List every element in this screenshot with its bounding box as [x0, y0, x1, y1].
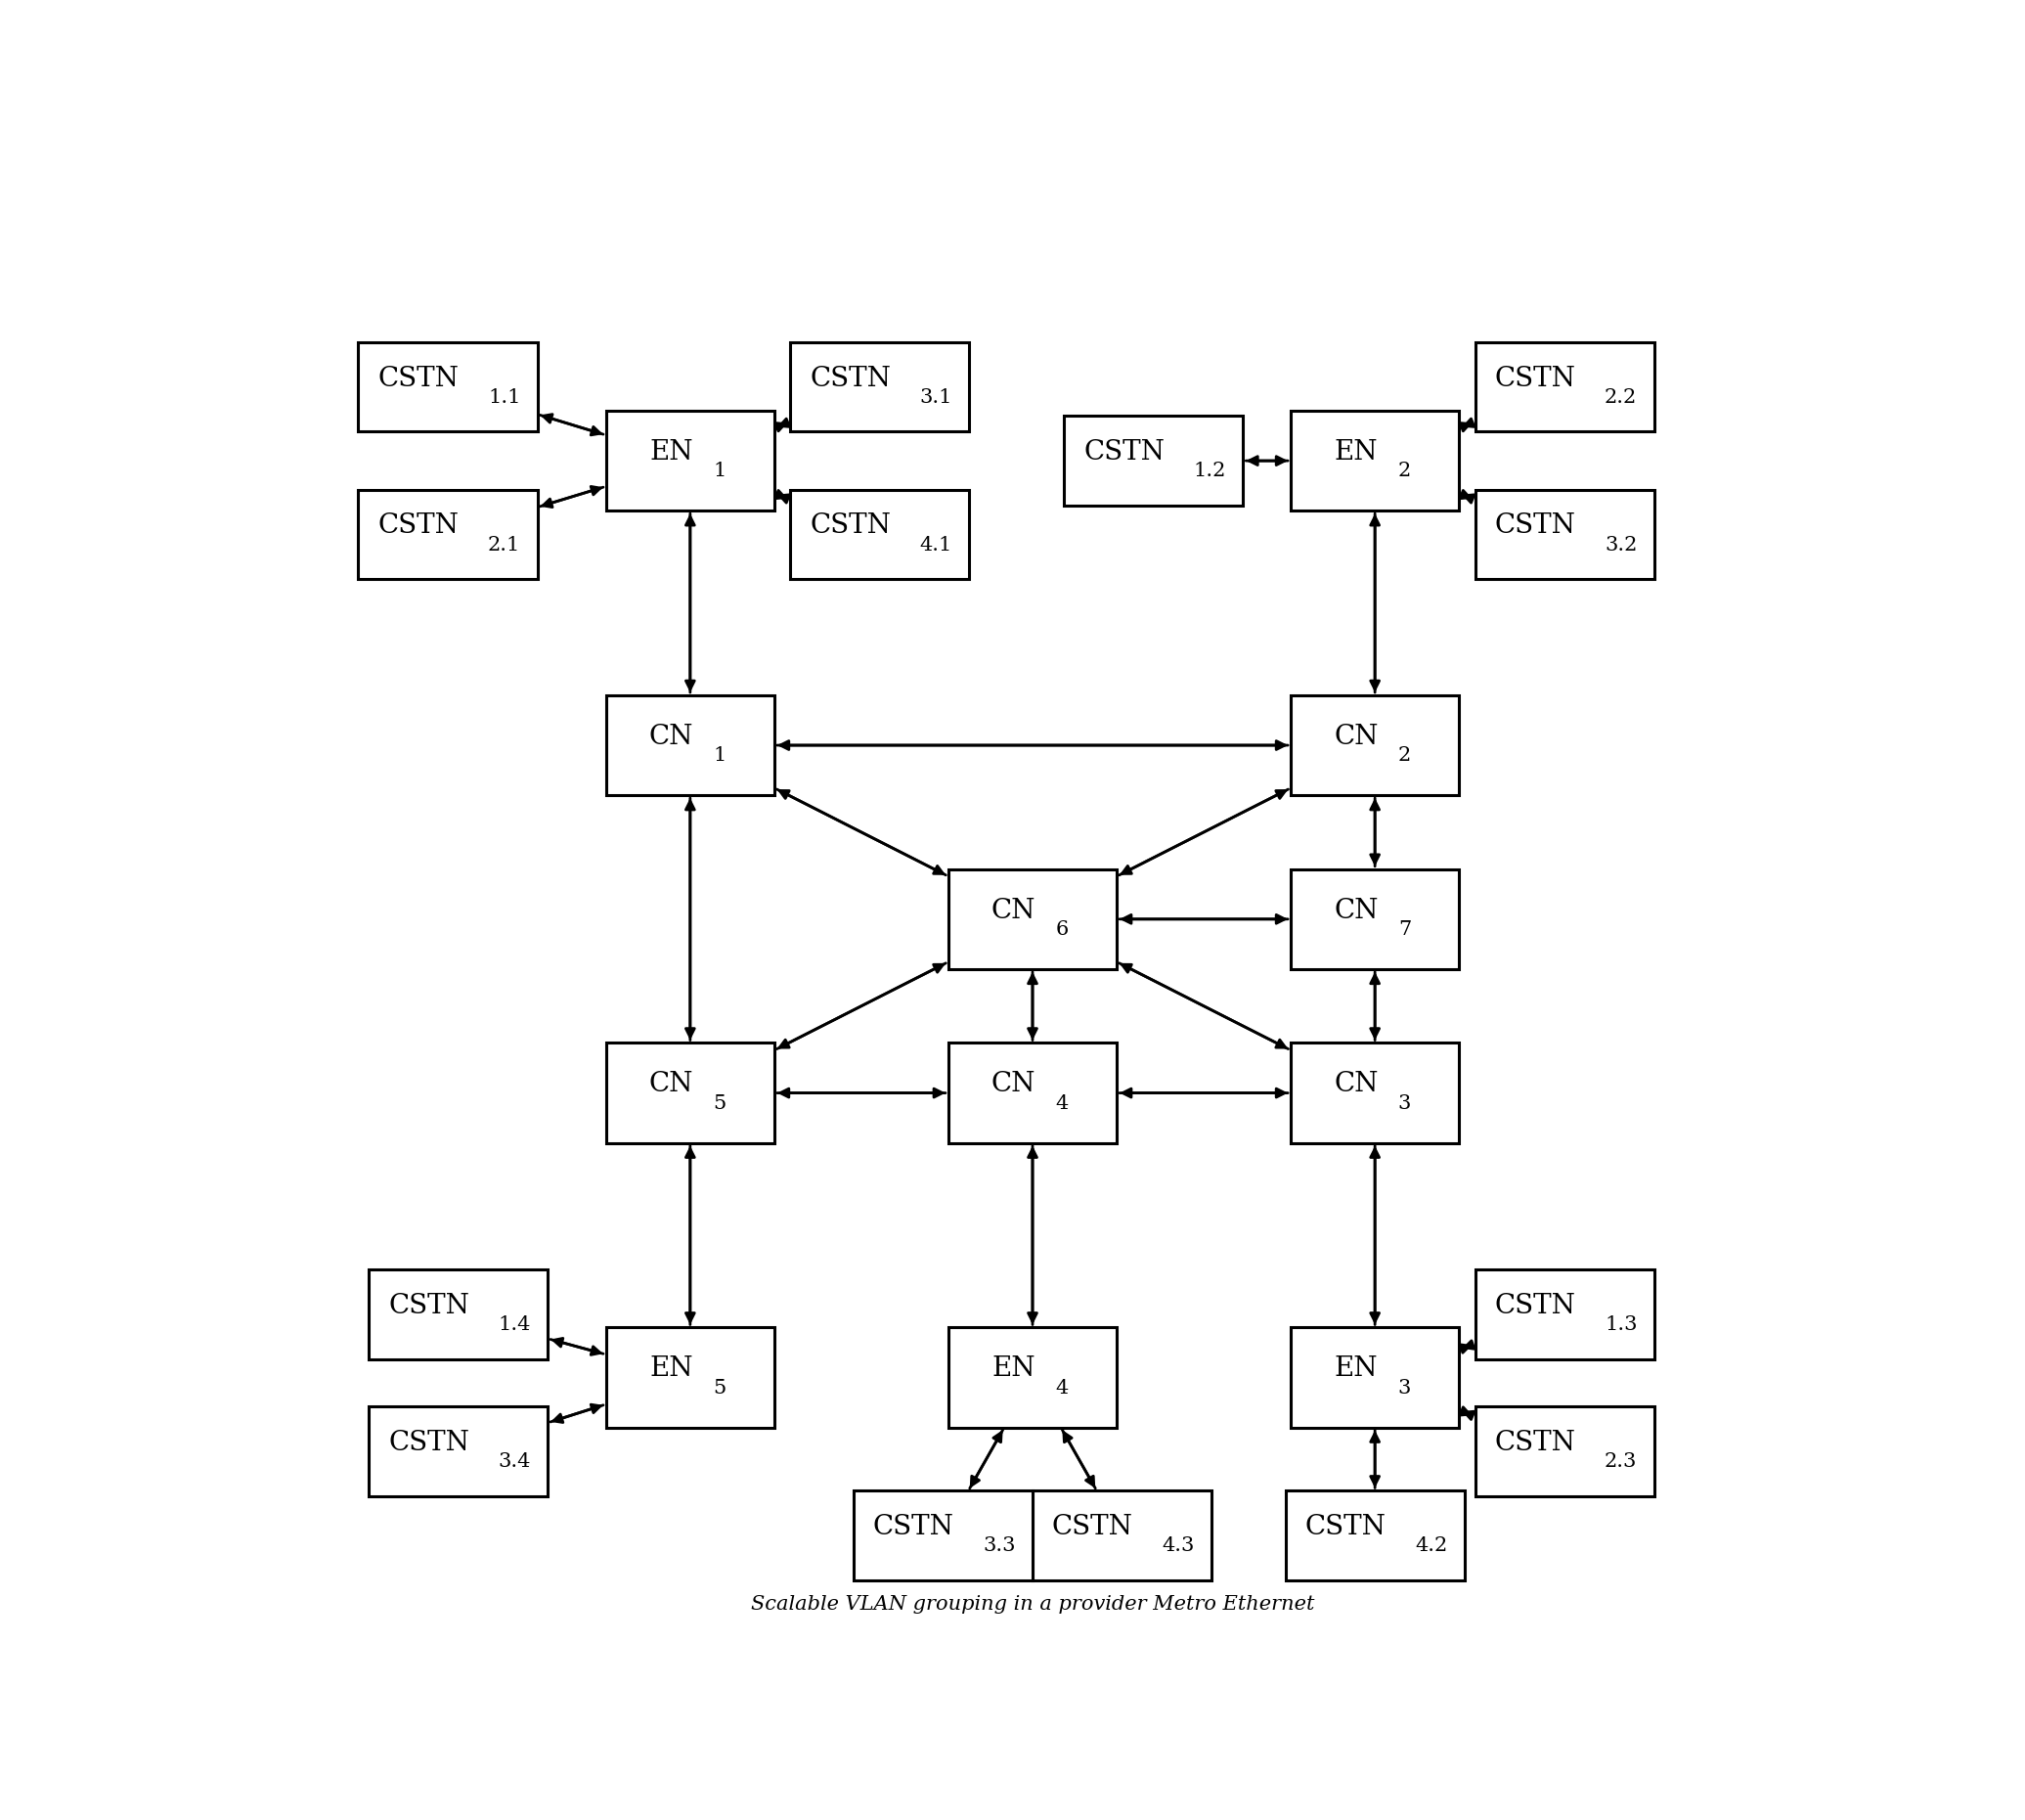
Text: 2: 2: [1397, 462, 1411, 480]
Text: 4.3: 4.3: [1162, 1536, 1195, 1556]
Bar: [358, 490, 537, 579]
Text: 2.2: 2.2: [1604, 388, 1636, 408]
Bar: [1290, 1043, 1460, 1143]
Bar: [1474, 490, 1654, 579]
Text: 3.1: 3.1: [919, 388, 952, 408]
Text: 6: 6: [1055, 921, 1069, 939]
Bar: [1286, 1491, 1464, 1580]
Text: CN: CN: [1334, 1072, 1379, 1097]
Text: 4.1: 4.1: [919, 535, 952, 555]
Text: EN: EN: [650, 439, 693, 466]
Text: CSTN: CSTN: [1494, 1292, 1575, 1320]
Text: 3.4: 3.4: [498, 1452, 531, 1471]
Text: 1.2: 1.2: [1193, 462, 1227, 480]
Text: EN: EN: [1334, 1356, 1377, 1381]
Text: CSTN: CSTN: [1053, 1514, 1134, 1540]
Bar: [790, 342, 970, 431]
Bar: [369, 1270, 549, 1360]
Bar: [605, 1327, 774, 1427]
Bar: [1474, 1270, 1654, 1360]
Text: CSTN: CSTN: [389, 1429, 470, 1456]
Bar: [358, 342, 537, 431]
Bar: [948, 868, 1118, 968]
Text: 1: 1: [713, 462, 727, 480]
Bar: [853, 1491, 1033, 1580]
Text: CSTN: CSTN: [810, 366, 891, 391]
Text: 1.4: 1.4: [498, 1316, 531, 1334]
Text: Scalable VLAN grouping in a provider Metro Ethernet: Scalable VLAN grouping in a provider Met…: [751, 1594, 1314, 1613]
Text: 4.2: 4.2: [1415, 1536, 1448, 1556]
Text: 2.1: 2.1: [488, 535, 520, 555]
Bar: [948, 1327, 1118, 1427]
Text: 5: 5: [713, 1380, 727, 1398]
Text: CN: CN: [992, 1072, 1037, 1097]
Bar: [605, 1043, 774, 1143]
Text: CN: CN: [992, 897, 1037, 925]
Text: 1: 1: [713, 746, 727, 764]
Text: CSTN: CSTN: [873, 1514, 954, 1540]
Text: CSTN: CSTN: [1083, 439, 1164, 466]
Text: 3.2: 3.2: [1604, 535, 1638, 555]
Text: CSTN: CSTN: [1494, 1429, 1575, 1456]
Text: CSTN: CSTN: [389, 1292, 470, 1320]
Bar: [1474, 1407, 1654, 1496]
Bar: [605, 695, 774, 795]
Text: CSTN: CSTN: [379, 513, 460, 539]
Bar: [1065, 417, 1243, 506]
Text: 1.3: 1.3: [1604, 1316, 1638, 1334]
Bar: [605, 411, 774, 511]
Text: 4: 4: [1055, 1380, 1069, 1398]
Text: 3: 3: [1397, 1094, 1411, 1112]
Text: CSTN: CSTN: [1494, 366, 1575, 391]
Bar: [1033, 1491, 1211, 1580]
Text: CSTN: CSTN: [1304, 1514, 1385, 1540]
Text: 1.1: 1.1: [488, 388, 520, 408]
Bar: [1290, 411, 1460, 511]
Bar: [1290, 868, 1460, 968]
Bar: [369, 1407, 549, 1496]
Text: CN: CN: [1334, 897, 1379, 925]
Text: 3.3: 3.3: [982, 1536, 1017, 1556]
Text: CN: CN: [648, 724, 693, 750]
Text: 5: 5: [713, 1094, 727, 1112]
Bar: [948, 1043, 1118, 1143]
Text: 3: 3: [1397, 1380, 1411, 1398]
Text: EN: EN: [1334, 439, 1377, 466]
Text: 2.3: 2.3: [1604, 1452, 1638, 1471]
Bar: [790, 490, 970, 579]
Text: CN: CN: [1334, 724, 1379, 750]
Text: CN: CN: [648, 1072, 693, 1097]
Bar: [1290, 1327, 1460, 1427]
Bar: [1474, 342, 1654, 431]
Text: 7: 7: [1397, 921, 1411, 939]
Text: 4: 4: [1055, 1094, 1069, 1112]
Bar: [1290, 695, 1460, 795]
Text: 2: 2: [1397, 746, 1411, 764]
Text: EN: EN: [992, 1356, 1035, 1381]
Text: CSTN: CSTN: [379, 366, 460, 391]
Text: CSTN: CSTN: [810, 513, 891, 539]
Text: EN: EN: [650, 1356, 693, 1381]
Text: CSTN: CSTN: [1494, 513, 1575, 539]
